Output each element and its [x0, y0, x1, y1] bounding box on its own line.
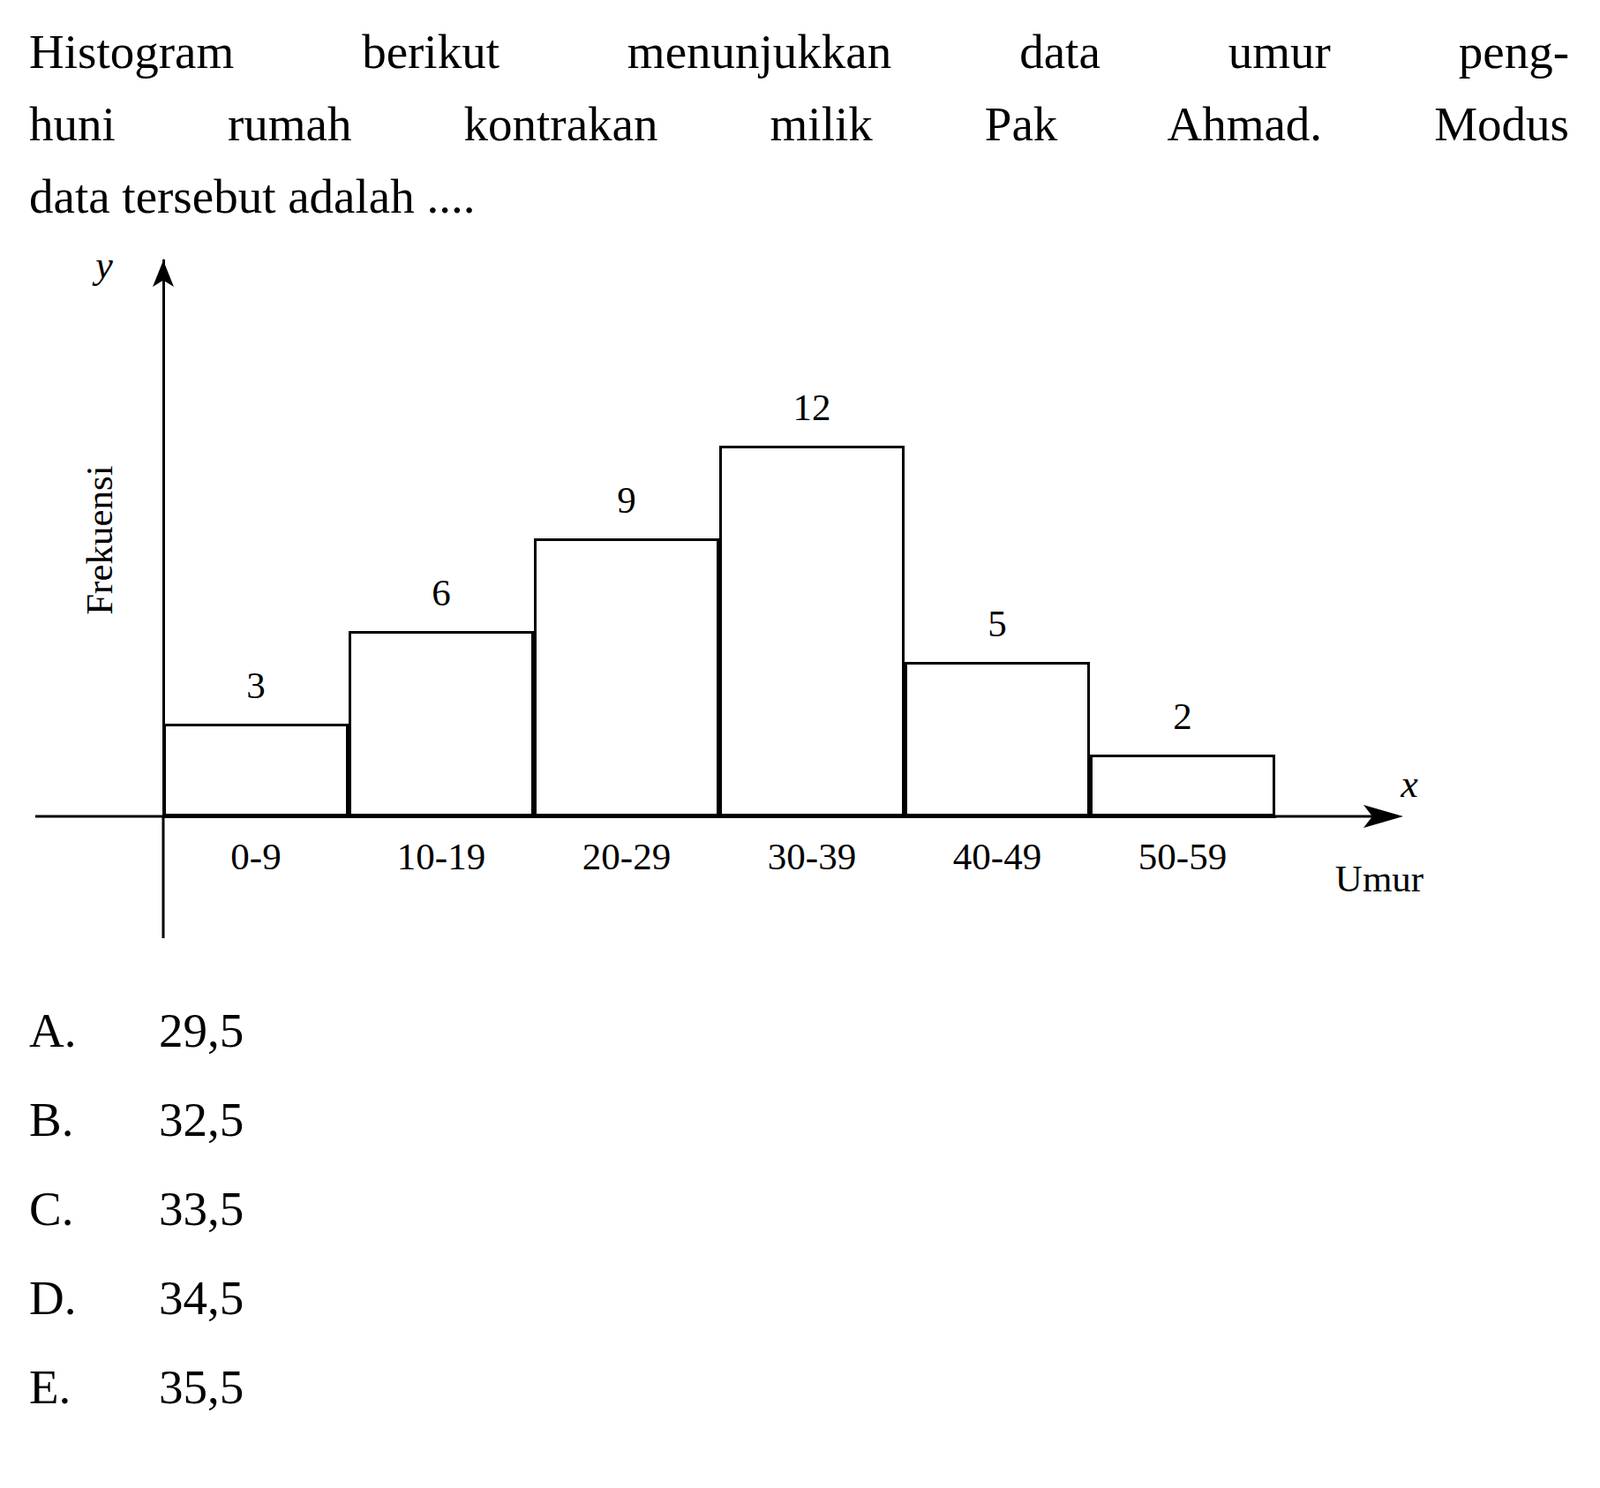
svg-text:9: 9: [616, 479, 637, 521]
html-text:Histogram berikut menunjukkan: Histogram berikut menunjukkan data umur …: [29, 24, 1570, 79]
html-text:34,5: 34,5: [158, 1270, 244, 1325]
svg-text:Umur: Umur: [1335, 857, 1424, 900]
html-text:data tersebut adalah ....: data tersebut adalah ....: [29, 169, 476, 224]
html-text:29,5: 29,5: [158, 1003, 244, 1058]
html-text:D.: D.: [29, 1270, 77, 1325]
html-text:C.: C.: [29, 1181, 74, 1236]
svg-text:40-49: 40-49: [953, 835, 1042, 878]
html-text:huni rumah kontrakan milik Pak: huni rumah kontrakan milik Pak Ahmad. Mo…: [29, 97, 1570, 151]
svg-text:6: 6: [431, 571, 451, 614]
html-text:32,5: 32,5: [158, 1092, 244, 1147]
svg-text:12: 12: [793, 386, 832, 429]
html-text:A.: A.: [29, 1003, 77, 1058]
html-text:E.: E.: [29, 1359, 71, 1414]
svg-text:3: 3: [246, 664, 266, 707]
svg-text:20-29: 20-29: [582, 835, 671, 878]
html-text:B.: B.: [29, 1092, 74, 1147]
svg-text:2: 2: [1172, 695, 1193, 737]
svg-text:0-9: 0-9: [230, 835, 281, 878]
svg-text:x: x: [1399, 762, 1419, 806]
svg-text:Frekuensi: Frekuensi: [78, 465, 121, 616]
svg-text:5: 5: [987, 602, 1007, 645]
svg-text:y: y: [91, 243, 113, 287]
svg-text:50-59: 50-59: [1138, 835, 1227, 878]
svg-text:30-39: 30-39: [767, 835, 857, 878]
html-text:33,5: 33,5: [158, 1181, 244, 1236]
svg-text:10-19: 10-19: [397, 835, 486, 878]
html-text:35,5: 35,5: [158, 1359, 244, 1414]
